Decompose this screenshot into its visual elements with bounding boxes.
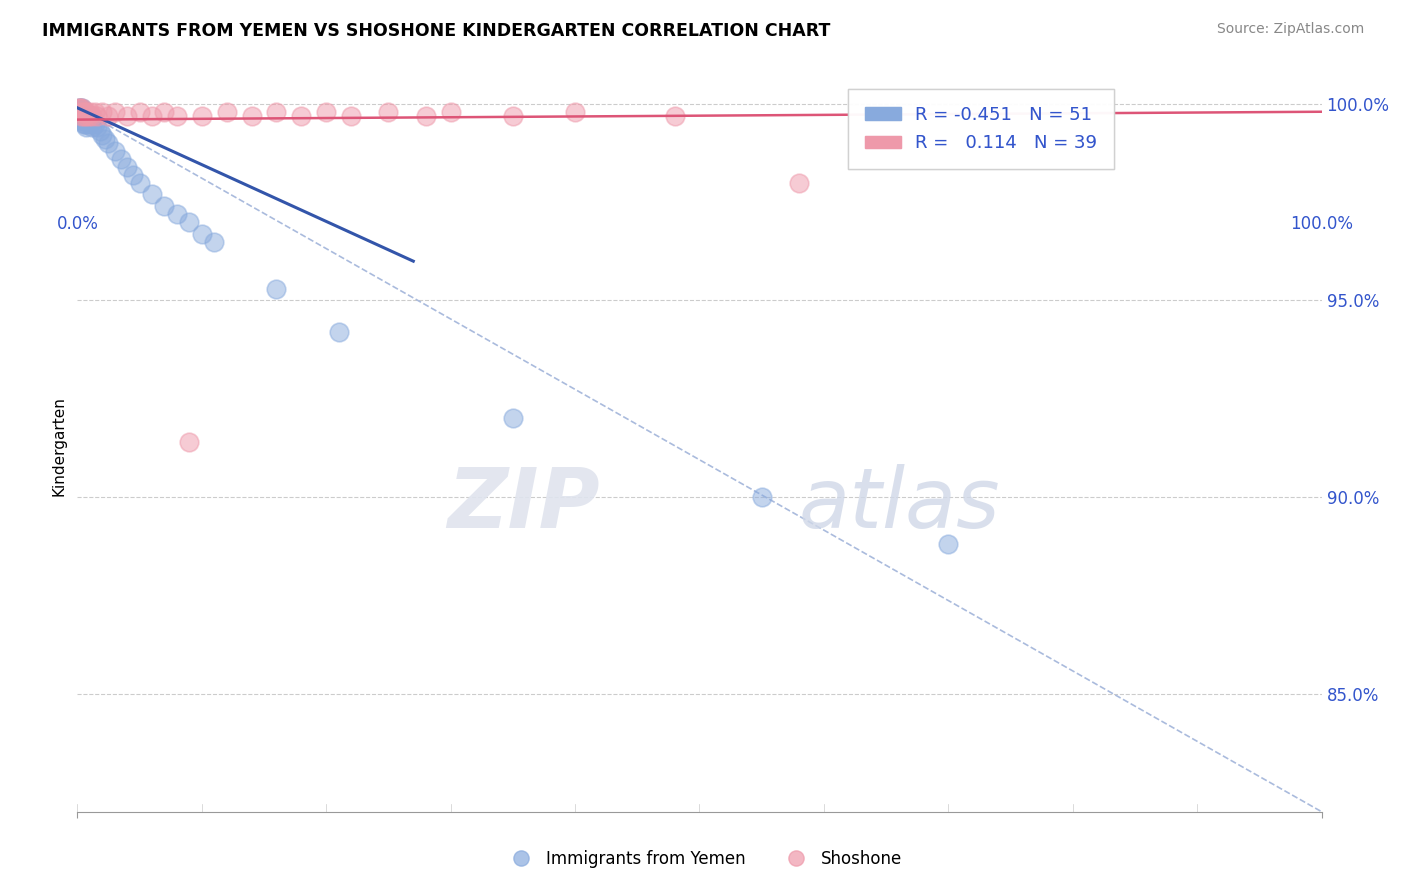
Point <box>83 116 105 130</box>
Point <box>179 435 201 450</box>
Point <box>141 187 163 202</box>
Point <box>72 109 94 123</box>
Point <box>76 104 98 119</box>
Point <box>73 104 96 119</box>
Point <box>86 120 108 135</box>
Point <box>79 116 101 130</box>
Point <box>97 136 120 151</box>
Point <box>110 152 132 166</box>
Point <box>75 112 97 127</box>
Text: Source: ZipAtlas.com: Source: ZipAtlas.com <box>1216 22 1364 37</box>
Text: atlas: atlas <box>799 464 1001 545</box>
Point <box>191 227 214 241</box>
Point <box>328 325 350 339</box>
Point <box>72 109 94 123</box>
Point <box>104 144 127 158</box>
Point <box>79 104 101 119</box>
Point <box>104 104 127 119</box>
Point <box>266 104 288 119</box>
Point <box>70 101 93 115</box>
Point <box>938 537 960 551</box>
Point <box>75 120 97 135</box>
Point <box>751 490 773 504</box>
Text: ZIP: ZIP <box>447 464 600 545</box>
Point <box>93 132 115 146</box>
Point <box>80 112 103 127</box>
Point <box>75 109 97 123</box>
Point <box>69 104 91 119</box>
Point <box>787 176 810 190</box>
Point <box>91 104 114 119</box>
Point <box>191 109 214 123</box>
Point <box>82 120 104 135</box>
Point <box>70 109 93 123</box>
Point <box>141 109 163 123</box>
Point <box>340 109 363 123</box>
Point <box>115 109 138 123</box>
Point <box>315 104 337 119</box>
Point <box>82 109 104 123</box>
Point <box>664 109 686 123</box>
Point <box>72 104 94 119</box>
Point <box>70 104 93 119</box>
Point <box>97 109 120 123</box>
Point <box>122 168 145 182</box>
Point <box>502 109 524 123</box>
Point <box>215 104 238 119</box>
Point <box>79 109 101 123</box>
Point <box>77 112 100 127</box>
Point <box>266 282 288 296</box>
Point <box>377 104 399 119</box>
Point <box>69 101 91 115</box>
Point <box>69 109 91 123</box>
Legend: R = -0.451   N = 51, R =   0.114   N = 39: R = -0.451 N = 51, R = 0.114 N = 39 <box>848 89 1114 169</box>
Point <box>72 112 94 127</box>
Text: 0.0%: 0.0% <box>56 215 98 233</box>
Point <box>77 109 100 123</box>
Point <box>73 116 96 130</box>
Point <box>70 109 93 123</box>
Point <box>70 112 93 127</box>
Point <box>86 109 108 123</box>
Point <box>72 104 94 119</box>
Point <box>202 235 225 249</box>
Y-axis label: Kindergarten: Kindergarten <box>51 396 66 496</box>
Point <box>415 109 437 123</box>
Point <box>72 101 94 115</box>
Point <box>67 101 90 115</box>
Point <box>72 116 94 130</box>
Point <box>69 101 91 115</box>
Point <box>179 215 201 229</box>
Point <box>440 104 463 119</box>
Point <box>72 104 94 119</box>
Point <box>128 104 150 119</box>
Point <box>72 104 94 119</box>
Point <box>72 101 94 115</box>
Point <box>73 109 96 123</box>
Point <box>128 176 150 190</box>
Point <box>502 411 524 425</box>
Point <box>76 109 98 123</box>
Text: 100.0%: 100.0% <box>1291 215 1353 233</box>
Point <box>67 101 90 115</box>
Point <box>72 109 94 123</box>
Point <box>73 104 96 119</box>
Point <box>70 104 93 119</box>
Point <box>166 109 188 123</box>
Point <box>290 109 312 123</box>
Point <box>564 104 586 119</box>
Point <box>72 112 94 127</box>
Point <box>89 124 111 138</box>
Point <box>153 104 176 119</box>
Point <box>115 160 138 174</box>
Point <box>91 128 114 143</box>
Point <box>153 199 176 213</box>
Legend: Immigrants from Yemen, Shoshone: Immigrants from Yemen, Shoshone <box>498 844 908 875</box>
Point <box>83 104 105 119</box>
Text: IMMIGRANTS FROM YEMEN VS SHOSHONE KINDERGARTEN CORRELATION CHART: IMMIGRANTS FROM YEMEN VS SHOSHONE KINDER… <box>42 22 831 40</box>
Point <box>166 207 188 221</box>
Point <box>76 116 98 130</box>
Point <box>75 109 97 123</box>
Point <box>240 109 263 123</box>
